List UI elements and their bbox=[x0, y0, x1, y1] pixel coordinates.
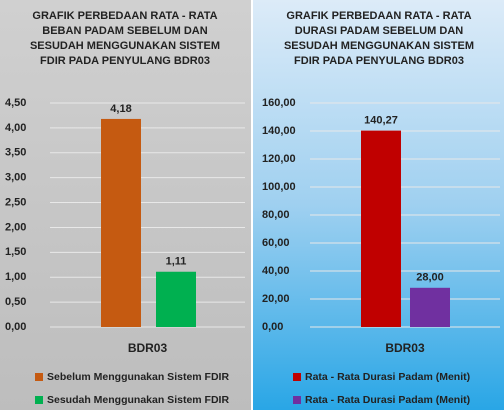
y-tick-label: 1,50 bbox=[5, 246, 26, 258]
legend-label: Sesudah Menggunakan Sistem FDIR bbox=[47, 394, 229, 406]
x-tick-label: BDR03 bbox=[128, 341, 168, 355]
chart-title: FDIR PADA PENYULANG BDR03 bbox=[40, 55, 210, 67]
y-tick-label: 4,00 bbox=[5, 122, 26, 134]
y-tick-label: 140,00 bbox=[262, 125, 296, 137]
chart-title: GRAFIK PERBEDAAN RATA - RATA bbox=[32, 10, 217, 22]
legend-label: Rata - Rata Durasi Padam (Menit) bbox=[305, 394, 470, 406]
y-tick-label: 0,50 bbox=[5, 296, 26, 308]
y-tick-label: 0,00 bbox=[262, 321, 283, 333]
y-tick-label: 120,00 bbox=[262, 153, 296, 165]
y-tick-label: 4,50 bbox=[5, 97, 26, 109]
data-label: 1,11 bbox=[166, 256, 187, 268]
chart-title: SESUDAH MENGGUNAKAN SISTEM bbox=[284, 40, 474, 52]
y-tick-label: 1,00 bbox=[5, 271, 26, 283]
y-tick-label: 60,00 bbox=[262, 237, 290, 249]
x-tick-label: BDR03 bbox=[385, 341, 425, 355]
bar bbox=[410, 287, 450, 327]
bar bbox=[361, 130, 401, 327]
legend-label: Rata - Rata Durasi Padam (Menit) bbox=[305, 371, 470, 383]
y-tick-label: 40,00 bbox=[262, 265, 290, 277]
y-tick-label: 2,00 bbox=[5, 221, 26, 233]
y-tick-label: 100,00 bbox=[262, 181, 296, 193]
chart-title: BEBAN PADAM SEBELUM DAN bbox=[42, 25, 207, 37]
y-tick-label: 160,00 bbox=[262, 97, 296, 109]
legend-swatch bbox=[35, 373, 43, 381]
bar bbox=[156, 271, 196, 327]
legend-swatch bbox=[293, 396, 301, 404]
legend-swatch bbox=[35, 396, 43, 404]
y-tick-label: 20,00 bbox=[262, 293, 290, 305]
y-tick-label: 2,50 bbox=[5, 196, 26, 208]
y-tick-label: 3,00 bbox=[5, 172, 26, 184]
chart-title: GRAFIK PERBEDAAN RATA - RATA bbox=[286, 10, 471, 22]
data-label: 4,18 bbox=[110, 103, 131, 115]
data-label: 140,27 bbox=[364, 115, 398, 127]
chart-title: DURASI PADAM SEBELUM DAN bbox=[295, 25, 464, 37]
chart-title: SESUDAH MENGGUNAKAN SISTEM bbox=[30, 40, 220, 52]
y-tick-label: 0,00 bbox=[5, 321, 26, 333]
legend-label: Sebelum Menggunakan Sistem FDIR bbox=[47, 371, 229, 383]
y-tick-label: 80,00 bbox=[262, 209, 290, 221]
legend-swatch bbox=[293, 373, 301, 381]
data-label: 28,00 bbox=[416, 272, 444, 284]
y-tick-label: 3,50 bbox=[5, 147, 26, 159]
bar bbox=[101, 118, 141, 327]
chart-title: FDIR PADA PENYULANG BDR03 bbox=[294, 55, 464, 67]
